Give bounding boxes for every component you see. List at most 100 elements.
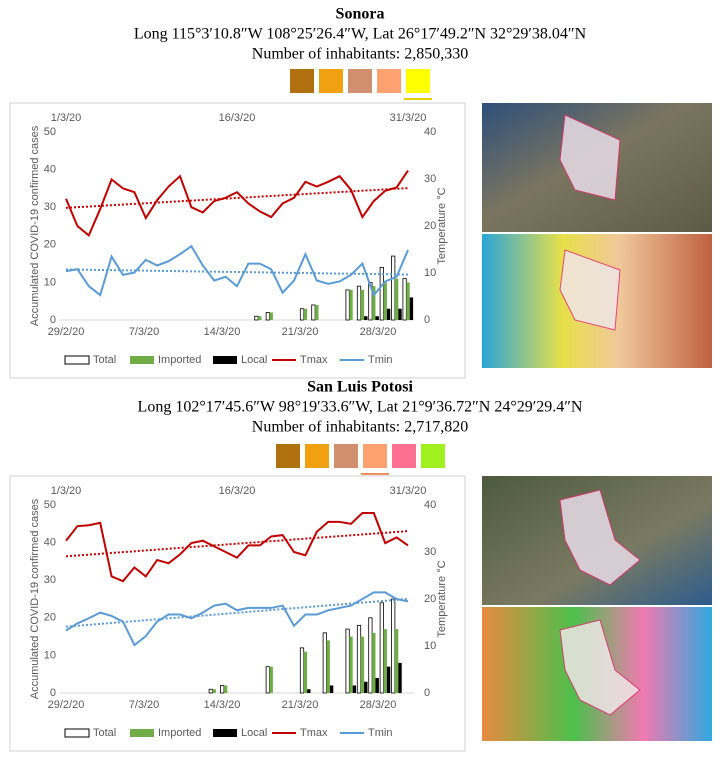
bar [258,316,262,320]
trend-line [65,530,409,558]
y-axis-title: Accumulated COVID-19 confirmed cases [29,125,41,326]
bar [345,628,350,694]
bar [223,685,228,693]
bar [364,681,368,693]
legend-label: Total [93,727,116,739]
bar [406,282,410,320]
bar [386,308,391,320]
legend-swatch [213,356,237,364]
inhabitants: Number of inhabitants: 2,850,330 [252,46,468,63]
legend-label: Total [93,354,116,366]
bar [398,662,402,693]
x-bottom-label: 14/3/20 [204,326,241,338]
chart-frame [9,102,466,379]
x-bottom-label: 7/3/20 [129,699,160,711]
map-images [482,103,712,368]
legend-swatch [64,728,90,738]
y2-axis-title: Temperature °C [436,560,448,637]
bar [391,255,396,321]
bar [329,685,334,693]
trend-line [65,187,409,209]
y-tick-label: 20 [44,612,56,624]
bar [212,689,216,693]
y-tick-label: 10 [44,649,56,661]
bar [322,632,327,694]
legend-label: Tmax [300,727,328,739]
bar [265,666,270,694]
y2-tick-label: 40 [424,499,436,511]
line [65,244,409,298]
x-top-label: 1/3/20 [51,112,82,124]
bar [299,308,305,321]
bar [349,289,353,320]
y2-tick-label: 20 [424,220,436,232]
y-tick-label: 20 [44,239,56,251]
y-tick-label: 0 [50,314,56,326]
legend-label: Tmax [300,354,328,366]
y-tick-label: 0 [50,687,56,699]
legend-label: Local [241,727,267,739]
bar [394,278,399,320]
bar [254,315,259,321]
y-tick-label: 30 [44,574,56,586]
bar [311,304,316,321]
swatches [276,444,445,475]
x-bottom-label: 14/3/20 [204,699,241,711]
x-top-label: 1/3/20 [51,485,82,497]
y-tick-label: 40 [44,164,56,176]
bar [394,629,399,693]
x-bottom-label: 28/3/20 [360,326,397,338]
bar [368,617,373,694]
coordinates: Long 102°17′45.6″W 98°19′33.6″W, Lat 21°… [138,399,583,416]
line [65,169,409,238]
x-bottom-label: 29/2/20 [48,326,85,338]
region-title: Sonora [336,6,385,23]
coordinates: Long 115°3′10.8″W 108°25′26.4″W, Lat 26°… [134,26,587,43]
bar [398,308,402,320]
bar [326,640,330,693]
bar [360,636,365,693]
y-tick-label: 50 [44,499,56,511]
x-top-label: 31/3/20 [390,485,427,497]
bar [208,688,213,694]
y2-tick-label: 30 [424,546,436,558]
bar [383,282,387,320]
chart-frame [9,475,466,752]
bar [375,677,379,693]
bar [315,304,319,320]
bar [303,308,308,320]
region-title: San Luis Potosi [307,379,413,396]
bar [345,289,350,321]
map-images [482,476,712,741]
bar [356,624,362,694]
bar [409,297,414,320]
legend-swatch [213,729,237,737]
bar [360,289,365,320]
bar [364,316,368,320]
y-tick-label: 40 [44,537,56,549]
bar [379,602,384,694]
bar [349,636,353,693]
bar [269,312,273,320]
legend-swatch [130,356,154,364]
x-bottom-label: 21/3/20 [282,326,319,338]
swatches [290,69,432,100]
legend-label: Imported [158,354,201,366]
bar [379,266,384,321]
y-tick-label: 50 [44,126,56,138]
bar [269,666,273,693]
line [65,511,409,583]
trend-line [65,597,409,628]
legend-swatch [64,355,90,365]
x-bottom-label: 7/3/20 [129,326,160,338]
bar [386,666,391,693]
x-top-label: 16/3/20 [219,485,256,497]
y2-tick-label: 10 [424,640,436,652]
y2-tick-label: 0 [424,314,430,326]
bar [391,598,396,694]
bar [352,685,357,693]
legend-label: Imported [158,727,201,739]
x-bottom-label: 28/3/20 [360,699,397,711]
line [65,591,409,647]
bar [375,316,379,320]
